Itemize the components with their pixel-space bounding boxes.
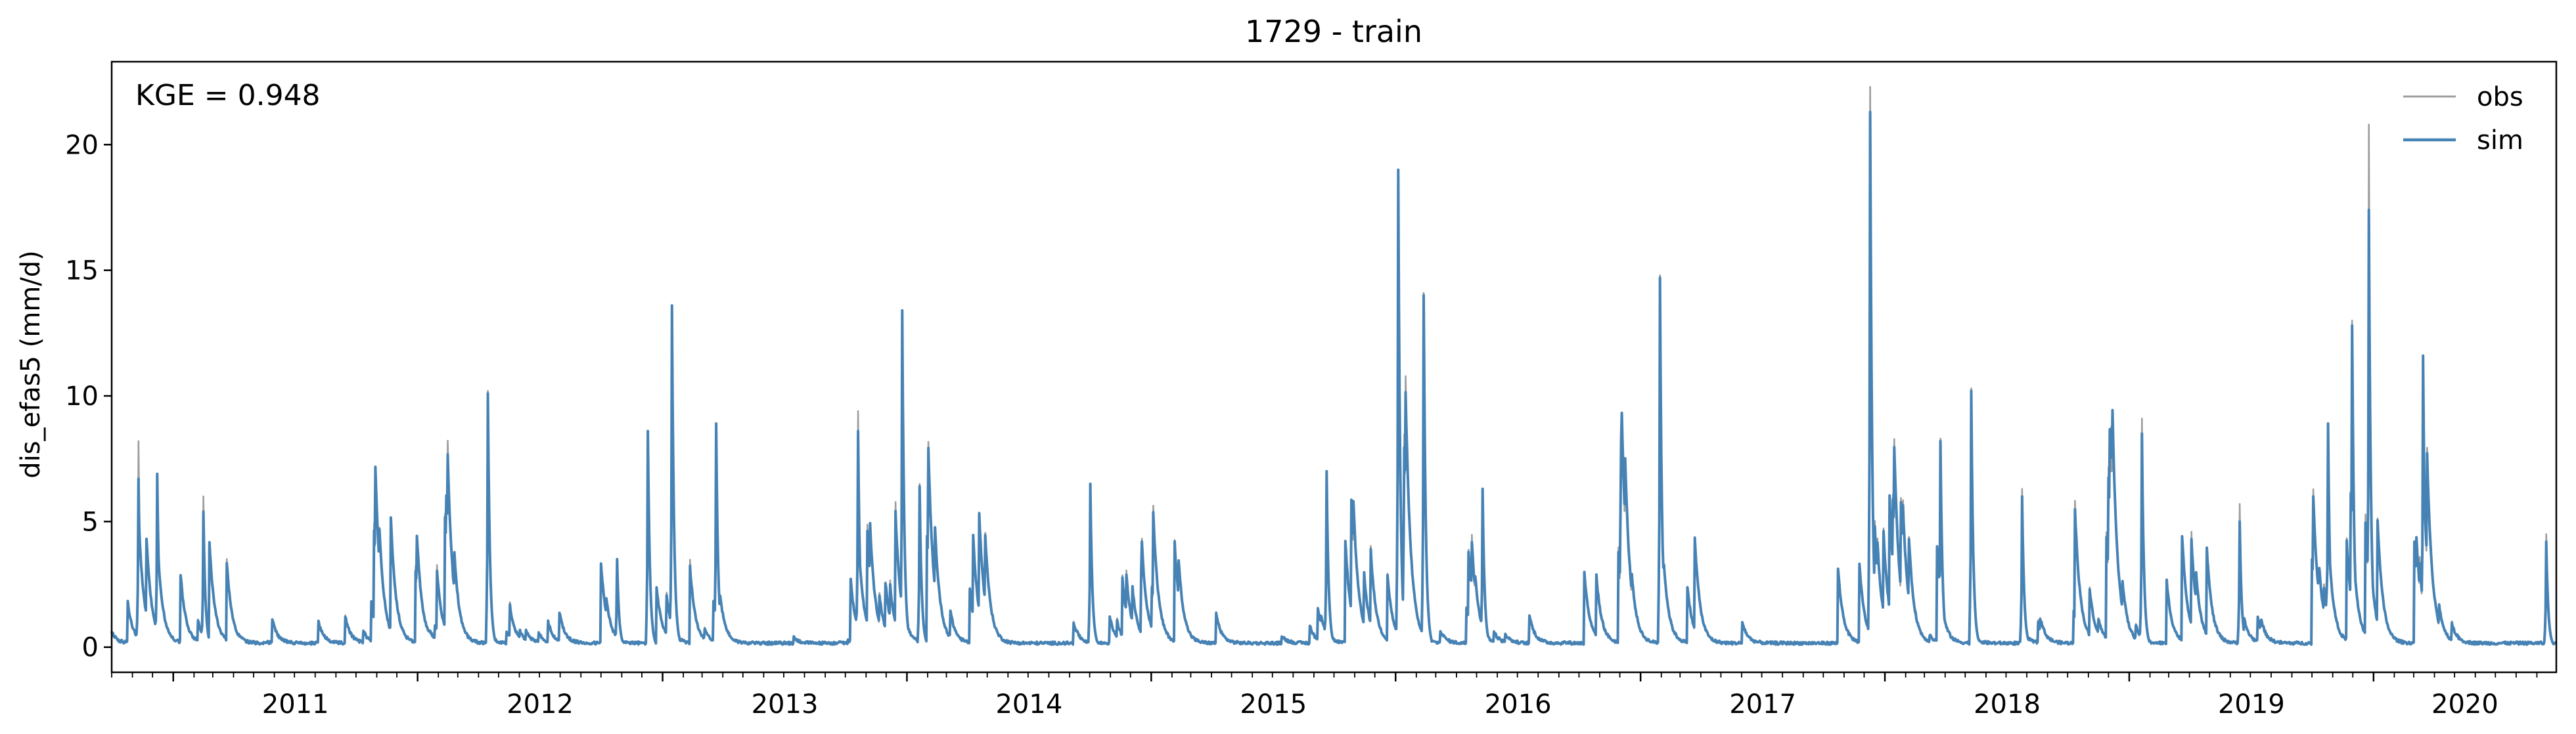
x-axis: 2011 2012 2013 2014 2015 2016 2017 2018 2019 2020 <box>111 672 2538 720</box>
series-line-sim <box>110 110 2558 646</box>
series-line-obs <box>110 86 2558 646</box>
legend-label-obs: obs <box>2477 82 2523 112</box>
x-tick-label: 2012 <box>507 689 574 720</box>
x-tick-label: 2011 <box>262 689 329 720</box>
x-tick-label: 2020 <box>2431 689 2498 720</box>
x-tick-label: 2019 <box>2218 689 2285 720</box>
y-tick-label: 15 <box>65 256 99 286</box>
y-tick-label: 20 <box>65 130 99 160</box>
y-axis-label: dis_efas5 (mm/d) <box>16 250 46 479</box>
y-axis: 0 5 10 15 20 <box>65 130 112 663</box>
x-tick-label: 2016 <box>1485 689 1552 720</box>
y-tick-label: 10 <box>65 381 99 412</box>
x-tick-label: 2013 <box>752 689 819 720</box>
x-tick-label: 2014 <box>995 689 1062 720</box>
x-tick-label: 2017 <box>1729 689 1796 720</box>
plot-frame <box>110 60 2558 674</box>
x-tick-label: 2018 <box>1974 689 2041 720</box>
legend: obs sim <box>2403 82 2523 156</box>
y-tick-label: 0 <box>82 633 99 663</box>
x-tick-label: 2015 <box>1240 689 1307 720</box>
kge-annotation: KGE = 0.948 <box>135 79 321 112</box>
plot-area <box>110 60 2558 674</box>
chart-title: 1729 - train <box>1245 14 1422 49</box>
legend-label-sim: sim <box>2477 125 2523 156</box>
series-layer <box>110 86 2558 646</box>
y-tick-label: 5 <box>82 507 99 537</box>
